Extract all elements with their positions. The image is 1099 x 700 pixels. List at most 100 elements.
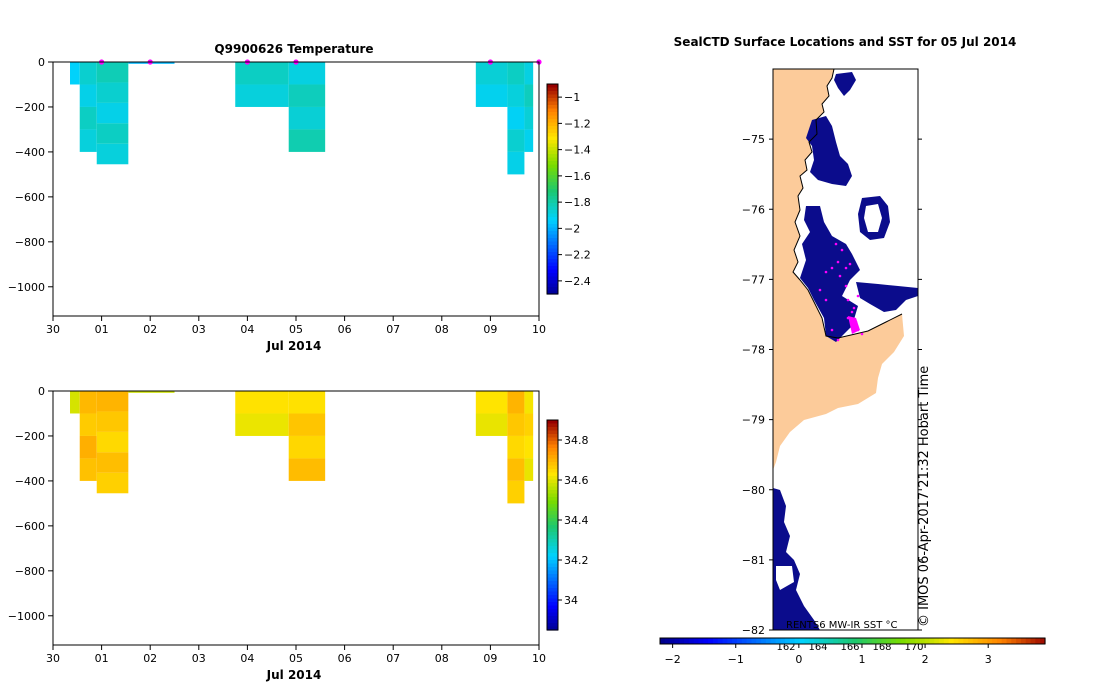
colorbar-segment: [547, 150, 558, 155]
cast-cell: [507, 435, 525, 459]
lon-tick-label: 170: [904, 642, 923, 653]
lat-tick-label: −81: [742, 554, 765, 567]
sst-colorbar-segment: [794, 638, 801, 644]
x-tick-label: 30: [46, 323, 60, 336]
colorbar-frame: [546, 83, 559, 295]
sst-surface-map: SealCTD Surface Locations and SST for 05…: [659, 35, 1046, 666]
sst-colorbar-segment: [891, 638, 897, 644]
seal-location: [850, 310, 854, 314]
colorbar-segment: [547, 563, 558, 568]
sst-cold-patches: [773, 72, 918, 630]
lat-tick-label: −78: [742, 344, 765, 357]
seal-location-cluster: [848, 316, 860, 334]
sst-colorbar-segment: [886, 638, 892, 644]
lat-tick-label: −82: [742, 624, 765, 637]
colorbar-segment: [547, 483, 558, 488]
sst-product-label: RENTS6 MW-IR SST °C: [786, 620, 898, 631]
x-tick-label: 08: [435, 652, 449, 665]
sst-colorbar-segment: [698, 638, 704, 644]
colorbar-tick-label: 34.8: [564, 434, 589, 447]
colorbar-segment: [547, 101, 558, 106]
sst-colorbar-segment: [799, 638, 805, 644]
sst-colorbar-tick-label: −2: [665, 653, 681, 666]
colorbar-segment: [547, 623, 558, 628]
sst-colorbar-segment: [900, 638, 907, 644]
sst-colorbar-segment: [804, 638, 810, 644]
cast-cell: [79, 413, 97, 436]
sst-colorbar-segment: [717, 638, 724, 644]
sst-colorbar-segment: [818, 638, 825, 644]
sst-colorbar-segment: [881, 638, 887, 644]
colorbar-segment: [547, 217, 558, 222]
colorbar-segment: [547, 199, 558, 204]
colorbar-segment: [547, 231, 558, 236]
temperature-colorbar: −1 −1.2 −1.4 −1.6 −1.8 −2 −2.2 −2.4: [546, 83, 591, 295]
cast-cell: [96, 62, 129, 83]
x-tick-label: 09: [483, 323, 497, 336]
sst-colorbar-segment: [915, 638, 921, 644]
cast-cell: [79, 84, 97, 107]
colorbar-segment: [547, 287, 558, 292]
colorbar-segment: [547, 546, 558, 551]
sst-colorbar-segment: [669, 638, 676, 644]
seal-location: [818, 288, 822, 292]
colorbar-segment: [547, 423, 558, 428]
sst-colorbar-segment: [722, 638, 728, 644]
sst-colorbar-segment: [712, 638, 719, 644]
x-tick-label: 06: [338, 323, 352, 336]
colorbar-segment: [547, 252, 558, 257]
colorbar-segment: [547, 171, 558, 176]
colorbar-segment: [547, 189, 558, 194]
x-tick-label: 10: [532, 323, 546, 336]
sst-colorbar-segment: [968, 638, 974, 644]
colorbar-segment: [547, 430, 558, 435]
sst-colorbar-tick-label: −1: [728, 653, 744, 666]
map-title: SealCTD Surface Locations and SST for 05…: [674, 35, 1017, 49]
salinity-cells: [70, 391, 534, 504]
lon-tick-label: 162: [776, 642, 795, 653]
colorbar-segment: [547, 469, 558, 474]
seal-location: [830, 266, 834, 270]
colorbar-segment: [547, 108, 558, 113]
sst-colorbar-segment: [1011, 638, 1017, 644]
sst-colorbar-segment: [866, 638, 873, 644]
seal-location: [840, 248, 844, 252]
colorbar-segment: [547, 458, 558, 463]
sst-colorbar-segment: [809, 638, 815, 644]
colorbar-segment: [547, 280, 558, 285]
sst-colorbar-segment: [708, 638, 714, 644]
sst-colorbar-tick-label: 0: [795, 653, 802, 666]
colorbar-segment: [547, 182, 558, 187]
colorbar-segment: [547, 441, 558, 446]
map-white-holes: [776, 186, 882, 590]
sst-colorbar-segment: [703, 638, 709, 644]
cast-cell: [288, 106, 326, 130]
colorbar-segment: [547, 514, 558, 519]
colorbar-segment: [547, 185, 558, 190]
colorbar-segment: [547, 283, 558, 288]
y-tick-label: −200: [15, 101, 45, 114]
x-tick-label: 07: [386, 652, 400, 665]
x-tick-label: 05: [289, 652, 303, 665]
sst-patch-south-coast: [773, 488, 820, 630]
cast-cell: [475, 413, 508, 436]
y-tick-label: −1000: [8, 610, 45, 623]
cast-cell: [235, 391, 289, 414]
colorbar-segment: [547, 157, 558, 162]
seal-location: [838, 274, 842, 278]
colorbar-segment: [547, 136, 558, 141]
colorbar-tick-label: −1.8: [564, 196, 591, 209]
sst-colorbar-segment: [833, 638, 839, 644]
colorbar-segment: [547, 553, 558, 558]
x-tick-label: 09: [483, 652, 497, 665]
colorbar-segment: [547, 140, 558, 145]
sst-colorbar-segment: [1025, 638, 1032, 644]
colorbar-segment: [547, 437, 558, 442]
sst-colorbar-segment: [919, 638, 926, 644]
sst-colorbar-segment: [842, 638, 849, 644]
temperature-x-axis: 30 01 02 03 04 05 06 07 08 09 10: [46, 316, 546, 336]
colorbar-segment: [547, 605, 558, 610]
sst-colorbar-segment: [684, 638, 690, 644]
colorbar-segment: [547, 245, 558, 250]
colorbar-segment: [547, 143, 558, 148]
